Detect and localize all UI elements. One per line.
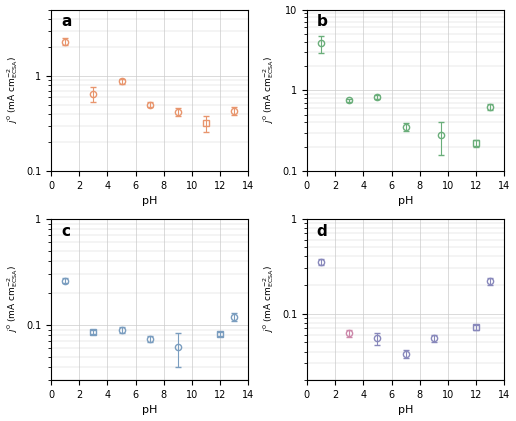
X-axis label: pH: pH [142,196,157,206]
Text: d: d [317,224,328,239]
X-axis label: pH: pH [142,405,157,416]
Text: c: c [61,224,70,239]
Y-axis label: $j^0$ (mA cm$^{-2}_{\rm ECSA}$): $j^0$ (mA cm$^{-2}_{\rm ECSA}$) [6,56,21,124]
Y-axis label: $j^0$ (mA cm$^{-2}_{\rm ECSA}$): $j^0$ (mA cm$^{-2}_{\rm ECSA}$) [262,265,277,333]
Y-axis label: $j^0$ (mA cm$^{-2}_{\rm ECSA}$): $j^0$ (mA cm$^{-2}_{\rm ECSA}$) [6,265,21,333]
X-axis label: pH: pH [398,405,413,416]
Text: a: a [61,14,71,29]
X-axis label: pH: pH [398,196,413,206]
Y-axis label: $j^0$ (mA cm$^{-2}_{\rm ECSA}$): $j^0$ (mA cm$^{-2}_{\rm ECSA}$) [262,56,277,124]
Text: b: b [317,14,328,29]
